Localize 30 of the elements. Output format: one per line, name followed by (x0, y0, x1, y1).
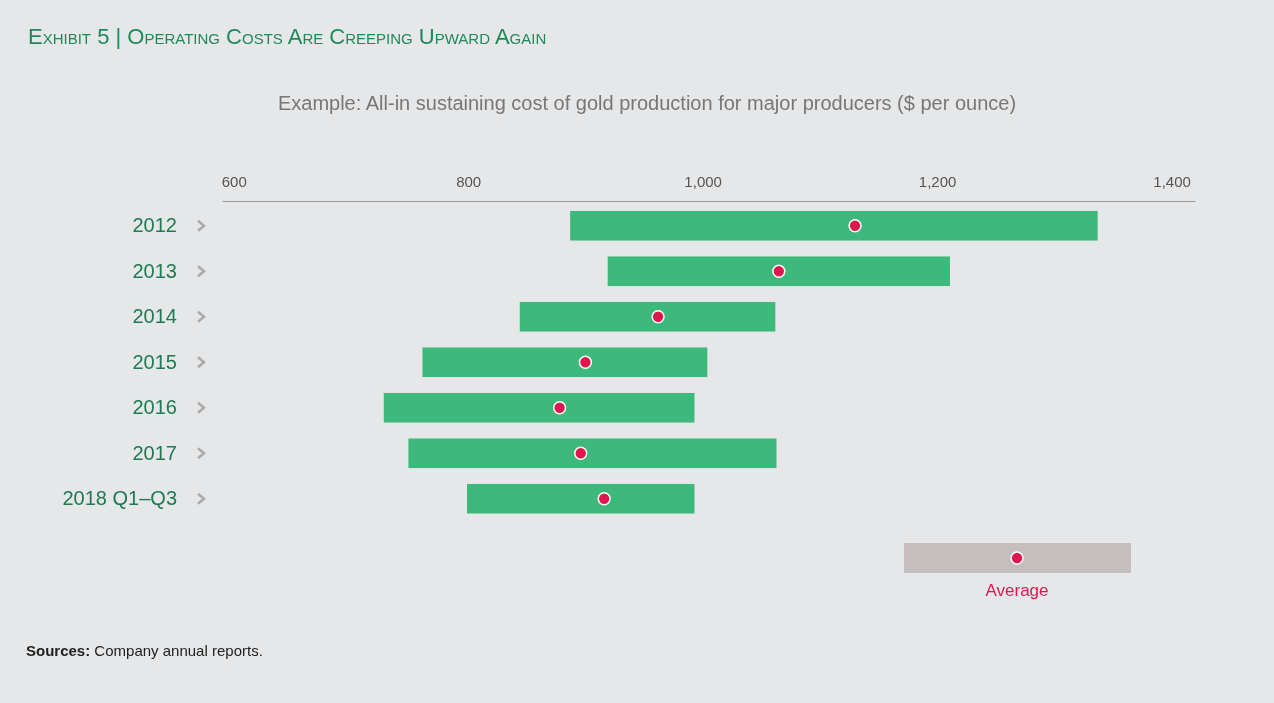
y-tick-label: 2012 (132, 214, 177, 237)
x-tick-label: 1,400 (1153, 173, 1191, 190)
bar (607, 256, 950, 287)
bar (570, 210, 1098, 241)
y-tick-label: 2015 (132, 350, 177, 373)
bar (467, 483, 695, 514)
x-tick-label: 600 (221, 173, 247, 190)
point (574, 446, 588, 460)
legend-label: Average (985, 581, 1049, 600)
x-tick-label: 1,000 (684, 173, 722, 190)
x-tick-label: 1,200 (918, 173, 957, 190)
source-note: Sources: Company annual reports. (26, 642, 263, 659)
bar (519, 301, 776, 332)
y-tick-label: 2013 (132, 259, 177, 282)
chart-title: Exhibit 5 | Operating Costs Are Creeping Upward Again (28, 24, 547, 49)
point (651, 310, 665, 324)
point (848, 219, 862, 233)
y-tick-label: 2017 (132, 441, 177, 464)
chart-subtitle: Example: All-in sustaining cost of gold production for major producers ($ per ounce) (277, 92, 1017, 114)
y-tick-label: 2018 Q1–Q3 (62, 487, 177, 510)
bar (383, 392, 695, 423)
point (578, 355, 593, 369)
y-tick-label: 2014 (132, 305, 177, 328)
point (597, 492, 611, 506)
point (772, 264, 786, 278)
x-tick-label: 800 (456, 173, 482, 190)
bar (408, 438, 777, 469)
bar (422, 347, 708, 378)
point (552, 401, 567, 415)
y-tick-label: 2016 (132, 396, 177, 419)
